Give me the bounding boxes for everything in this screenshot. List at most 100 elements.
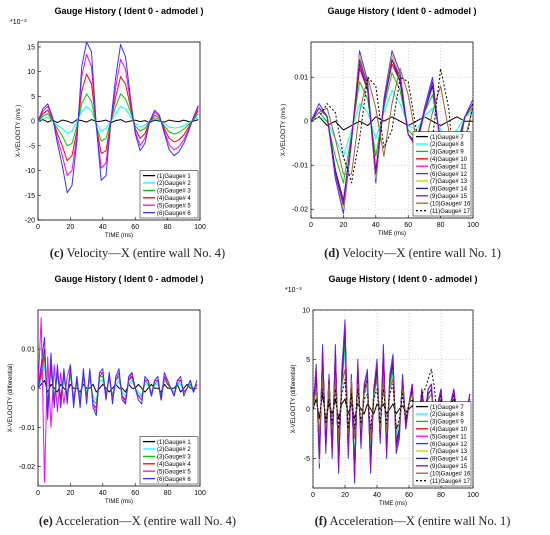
chart-velocity-wall-4: Gauge History ( Ident 0 - admodel ) *10⁻³…	[10, 6, 206, 239]
series-line-10	[311, 67, 473, 175]
legend-label: (5)Gauge# 11	[430, 164, 467, 170]
chart-title: Gauge History ( Ident 0 - admodel )	[54, 6, 203, 16]
legend-label: (11)Gauge# 17	[430, 479, 471, 485]
chart-acceleration-wall-4: Gauge History ( Ident 0 - admodel ) 0 20 40…	[8, 274, 206, 505]
legend-label: (6)Gauge# 12	[430, 172, 468, 178]
x-tick-label: 80	[437, 492, 445, 499]
legend-box	[139, 170, 199, 219]
y-exponent-label: *10⁻³	[285, 287, 302, 294]
x-tick-label: 20	[67, 490, 75, 497]
legend-label: (9)Gauge# 15	[430, 464, 468, 470]
legend-label: (4)Gauge# 10	[430, 157, 468, 163]
y-tick-label: 0	[306, 406, 310, 413]
legend-label: (8)Gauge# 14	[430, 457, 468, 463]
y-axis-label: X-VELOCITY (m/s )	[16, 105, 22, 158]
x-tick-label: 80	[164, 224, 172, 231]
x-tick-label: 100	[194, 224, 206, 231]
legend-label: (1)Gauge# 1	[157, 174, 191, 180]
x-tick-label: 60	[131, 224, 139, 231]
caption-letter: (c)	[49, 246, 64, 260]
chart-panel-c: Gauge History ( Ident 0 - admodel ) *10⁻³…	[0, 0, 275, 245]
x-tick-label: 60	[404, 222, 412, 229]
legend-label: (3)Gauge# 3	[157, 455, 191, 461]
chart-title: Gauge History ( Ident 0 - admodel )	[54, 274, 203, 284]
y-tick-label: -0.02	[19, 464, 35, 471]
x-axis-label: TIME (ms)	[105, 233, 133, 239]
legend-label: (3)Gauge# 3	[157, 189, 191, 195]
x-tick-label: 20	[67, 224, 75, 231]
y-tick-label: 0.01	[21, 347, 35, 354]
x-tick-label: 0	[36, 490, 40, 497]
caption-text: Velocity—X (entire wall No. 4)	[66, 246, 226, 260]
series-line-11	[311, 67, 473, 197]
x-tick-label: 40	[99, 224, 107, 231]
caption-c: (c) Velocity—X (entire wall No. 4)	[0, 246, 275, 261]
y-tick-label: -20	[25, 218, 35, 225]
legend-label: (6)Gauge# 6	[157, 477, 191, 483]
y-tick-label: -0.01	[19, 425, 35, 432]
legend-label: (7)Gauge# 13	[430, 179, 468, 185]
series-line-6	[38, 42, 199, 194]
legend-label: (5)Gauge# 11	[430, 434, 467, 440]
y-tick-label: -0.01	[292, 163, 308, 170]
x-tick-label: 0	[309, 222, 313, 229]
caption-text: Acceleration—X (entire wall No. 4)	[55, 514, 237, 528]
y-tick-label: 5	[306, 357, 310, 364]
legend-label: (8)Gauge# 14	[430, 187, 468, 193]
chart-title: Gauge History ( Ident 0 - admodel )	[328, 274, 477, 284]
chart-panel-f: Gauge History ( Ident 0 - admodel ) *10⁻³…	[275, 268, 550, 513]
x-tick-label: 0	[311, 492, 315, 499]
x-tick-label: 80	[437, 222, 445, 229]
y-tick-label: -5	[29, 143, 35, 150]
series-line-5	[38, 53, 199, 176]
y-tick-label: 0	[31, 119, 35, 126]
legend-label: (2)Gauge# 8	[430, 412, 464, 418]
series-group	[38, 317, 198, 483]
series-line-6	[38, 336, 198, 420]
series-line-4	[38, 73, 199, 162]
y-tick-label: 10	[27, 69, 35, 76]
x-tick-label: 100	[467, 492, 479, 499]
legend-label: (7)Gauge# 13	[430, 449, 468, 455]
series-line-1	[38, 119, 199, 124]
y-tick-label: -5	[304, 456, 310, 463]
x-tick-label: 60	[131, 490, 139, 497]
legend-label: (1)Gauge# 1	[157, 440, 191, 446]
legend-label: (2)Gauge# 2	[157, 181, 191, 187]
y-tick-label: -15	[25, 193, 35, 200]
legend-label: (4)Gauge# 4	[157, 462, 191, 468]
x-tick-label: 100	[194, 490, 206, 497]
x-tick-label: 20	[340, 222, 348, 229]
legend-label: (6)Gauge# 12	[430, 442, 468, 448]
legend-label: (5)Gauge# 5	[157, 469, 191, 475]
legend-label: (4)Gauge# 4	[157, 196, 191, 202]
caption-letter: (f)	[314, 514, 328, 528]
y-tick-label: 10	[302, 308, 310, 315]
legend-label: (1)Gauge# 7	[430, 405, 464, 411]
chart-velocity-wall-1: Gauge History ( Ident 0 - admodel ) 0 20 40…	[281, 6, 479, 237]
x-axis-label: TIME (ms)	[379, 501, 407, 507]
chart-panel-e: Gauge History ( Ident 0 - admodel ) 0 20 40…	[0, 268, 275, 513]
legend-label: (3)Gauge# 9	[430, 420, 464, 426]
y-tick-label: 0.01	[294, 75, 308, 82]
series-group	[38, 42, 199, 194]
caption-text: Acceleration—X (entire wall No. 1)	[329, 514, 511, 528]
legend-label: (6)Gauge# 6	[157, 211, 191, 217]
caption-f: (f) Acceleration—X (entire wall No. 1)	[275, 514, 550, 529]
y-tick-label: 5	[31, 94, 35, 101]
x-tick-label: 60	[405, 492, 413, 499]
legend-label: (1)Gauge# 7	[430, 135, 464, 141]
series-line-1	[311, 116, 473, 131]
x-axis-label: TIME (ms)	[105, 499, 133, 505]
x-tick-label: 80	[164, 490, 172, 497]
y-axis-label: X-VELOCITY (differential)	[291, 365, 297, 434]
series-line-3	[38, 93, 199, 147]
legend-label: (2)Gauge# 2	[157, 447, 191, 453]
x-tick-label: 20	[341, 492, 349, 499]
x-tick-label: 100	[467, 222, 479, 229]
y-axis-label: X-VELOCITY (differential)	[8, 364, 14, 433]
caption-e: (e) Acceleration—X (entire wall No. 4)	[0, 514, 275, 529]
chart-acceleration-wall-1: Gauge History ( Ident 0 - admodel ) *10⁻³…	[285, 274, 479, 507]
x-tick-label: 40	[99, 490, 107, 497]
legend-label: (9)Gauge# 15	[430, 194, 468, 200]
